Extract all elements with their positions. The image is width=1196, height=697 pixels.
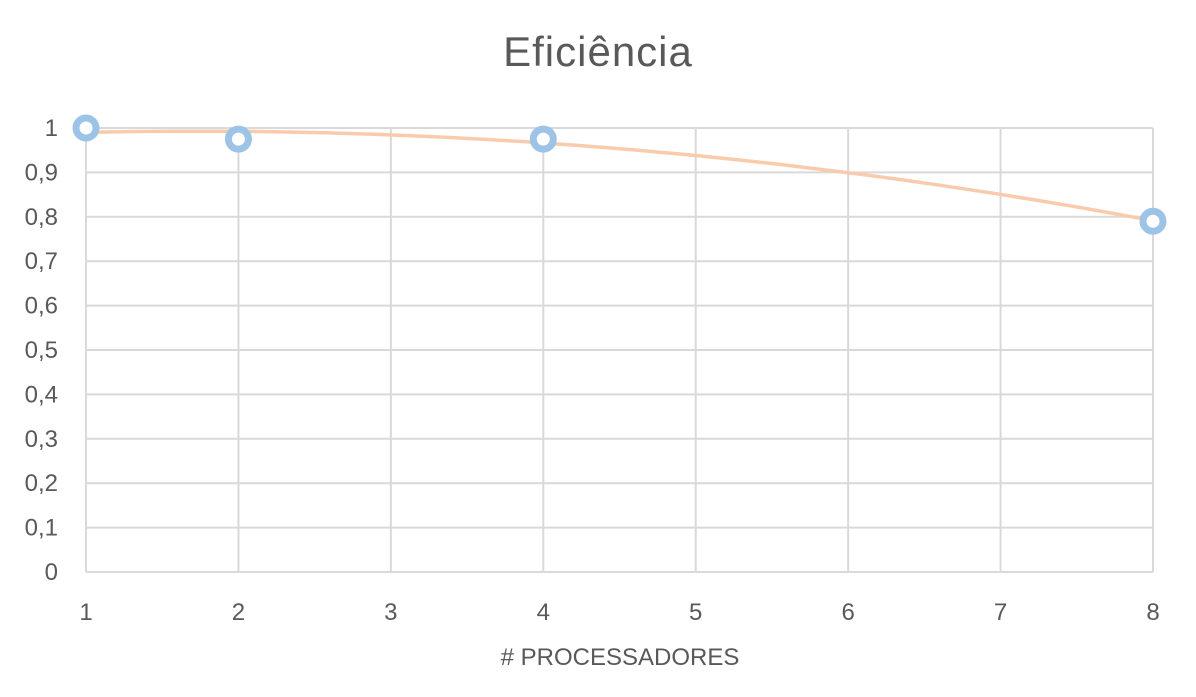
y-axis-ticks: 0 0,1 0,2 0,3 0,4 0,5 0,6 0,7 0,8 0,9 1 bbox=[25, 115, 58, 586]
x-tick-label: 5 bbox=[689, 599, 702, 626]
x-tick-label: 2 bbox=[232, 599, 245, 626]
data-point bbox=[529, 125, 557, 153]
data-point bbox=[72, 114, 100, 142]
x-tick-label: 3 bbox=[384, 599, 397, 626]
x-tick-label: 7 bbox=[994, 599, 1007, 626]
y-tick-label: 0,9 bbox=[25, 159, 58, 186]
data-point bbox=[224, 125, 252, 153]
y-tick-label: 0,4 bbox=[25, 381, 58, 408]
x-axis-title: # PROCESSADORES bbox=[500, 644, 740, 671]
y-tick-label: 0,8 bbox=[25, 204, 58, 231]
x-tick-label: 4 bbox=[537, 599, 550, 626]
trendline-layer bbox=[85, 129, 1154, 223]
trendline bbox=[85, 129, 1154, 223]
y-tick-label: 0,3 bbox=[25, 426, 58, 453]
x-tick-label: 8 bbox=[1146, 599, 1159, 626]
y-tick-label: 0,6 bbox=[25, 293, 58, 320]
chart-title: Eficiência bbox=[503, 28, 693, 75]
data-point bbox=[1139, 207, 1167, 235]
y-tick-label: 0 bbox=[45, 559, 58, 586]
x-tick-label: 6 bbox=[841, 599, 854, 626]
y-tick-label: 0,5 bbox=[25, 337, 58, 364]
y-tick-label: 0,1 bbox=[25, 515, 58, 542]
points-layer bbox=[72, 114, 1167, 235]
y-tick-label: 1 bbox=[45, 115, 58, 142]
grid bbox=[85, 127, 1154, 573]
y-tick-label: 0,7 bbox=[25, 248, 58, 275]
x-axis-ticks: 1 2 3 4 5 6 7 8 bbox=[79, 599, 1159, 626]
x-tick-label: 1 bbox=[79, 599, 92, 626]
y-tick-label: 0,2 bbox=[25, 470, 58, 497]
